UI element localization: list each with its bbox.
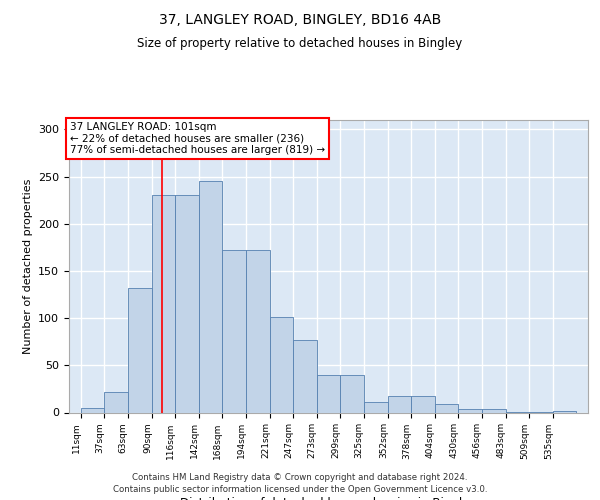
Bar xyxy=(293,340,317,412)
Bar xyxy=(458,408,482,412)
Bar xyxy=(317,375,340,412)
Bar xyxy=(364,402,388,412)
Text: Size of property relative to detached houses in Bingley: Size of property relative to detached ho… xyxy=(137,38,463,51)
Bar xyxy=(128,288,152,412)
Bar xyxy=(340,375,364,412)
Text: 37 LANGLEY ROAD: 101sqm
← 22% of detached houses are smaller (236)
77% of semi-d: 37 LANGLEY ROAD: 101sqm ← 22% of detache… xyxy=(70,122,325,155)
Bar xyxy=(482,408,506,412)
Bar xyxy=(152,196,175,412)
Bar xyxy=(199,182,222,412)
Bar xyxy=(175,196,199,412)
Bar xyxy=(435,404,458,412)
Y-axis label: Number of detached properties: Number of detached properties xyxy=(23,178,32,354)
Bar xyxy=(104,392,128,412)
Bar xyxy=(222,250,245,412)
Bar xyxy=(388,396,412,412)
Text: 37, LANGLEY ROAD, BINGLEY, BD16 4AB: 37, LANGLEY ROAD, BINGLEY, BD16 4AB xyxy=(159,12,441,26)
Bar xyxy=(245,250,270,412)
Text: Contains HM Land Registry data © Crown copyright and database right 2024.
Contai: Contains HM Land Registry data © Crown c… xyxy=(113,472,487,494)
Bar xyxy=(270,317,293,412)
Bar xyxy=(81,408,104,412)
Bar xyxy=(412,396,435,412)
Bar xyxy=(553,410,576,412)
X-axis label: Distribution of detached houses by size in Bingley: Distribution of detached houses by size … xyxy=(180,498,477,500)
